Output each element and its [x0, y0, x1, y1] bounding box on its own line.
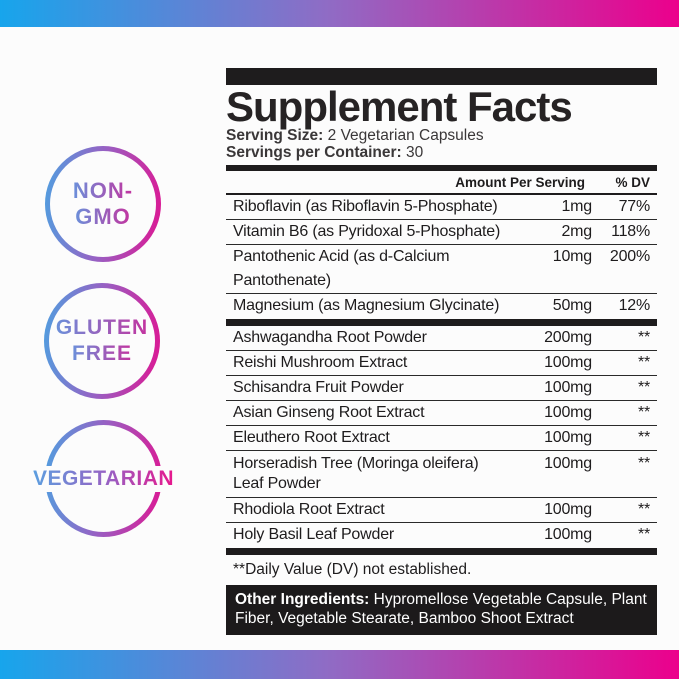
row-name: Ashwagandha Root Powder: [233, 329, 427, 346]
other-ingredients-label: Other Ingredients:: [235, 591, 370, 608]
table-row: Magnesium (as Magnesium Glycinate) 50mg …: [226, 294, 657, 319]
panel-title: Supplement Facts: [226, 83, 573, 130]
table-row: Eleuthero Root Extract 100mg **: [226, 426, 657, 451]
row-amount: 100mg: [544, 379, 592, 396]
table-row: Riboflavin (as Riboflavin 5-Phosphate) 1…: [226, 195, 657, 220]
gluten-free-label: GLUTEN FREE: [44, 283, 160, 399]
row-amount: 100mg: [544, 526, 592, 543]
row-amount: 100mg: [544, 429, 592, 446]
badge-ring: [44, 283, 160, 399]
row-dv: **: [637, 455, 650, 472]
daily-value-footnote: **Daily Value (DV) not established.: [233, 561, 472, 578]
percent-dv-header: % DV: [615, 175, 650, 190]
gluten-free-badge: GLUTEN FREE: [44, 283, 160, 399]
row-amount: 100mg: [544, 501, 592, 518]
row-dv: 118%: [611, 223, 650, 240]
section-divider: [226, 319, 657, 326]
row-dv: **: [637, 404, 650, 421]
table-row: Holy Basil Leaf Powder 100mg **: [226, 523, 657, 548]
row-name-line1: Horseradish Tree (Moringa oleifera): [233, 455, 479, 472]
amount-per-serving-header: Amount Per Serving: [455, 175, 585, 190]
row-amount: 200mg: [544, 329, 592, 346]
section-divider: [226, 165, 657, 171]
row-amount: 10mg: [552, 248, 592, 265]
row-dv: 12%: [618, 297, 651, 314]
row-name: Reishi Mushroom Extract: [233, 354, 408, 371]
row-name: Vitamin B6 (as Pyridoxal 5-Phosphate): [233, 223, 501, 240]
row-name-line2: Leaf Powder: [233, 475, 321, 492]
row-dv: **: [637, 526, 650, 543]
table-row: Vitamin B6 (as Pyridoxal 5-Phosphate) 2m…: [226, 220, 657, 245]
table-row: Schisandra Fruit Powder 100mg **: [226, 376, 657, 401]
row-dv: 77%: [618, 198, 651, 215]
row-dv: **: [637, 429, 650, 446]
table-row: Ashwagandha Root Powder 200mg **: [226, 326, 657, 351]
row-name: Magnesium (as Magnesium Glycinate): [233, 297, 500, 314]
serving-size: Serving Size: 2 Vegetarian Capsules: [226, 127, 657, 144]
section-divider: [226, 548, 657, 555]
supplement-facts-panel: Supplement Facts Serving Size: 2 Vegetar…: [226, 68, 657, 635]
row-name: Pantothenic Acid (as d-Calcium Pantothen…: [233, 248, 450, 289]
vitamins-section: Riboflavin (as Riboflavin 5-Phosphate) 1…: [226, 195, 657, 319]
top-gradient-bar: [0, 0, 679, 27]
badge-text-line: GLUTEN: [55, 316, 149, 339]
row-dv: **: [637, 354, 650, 371]
servings-value: 30: [401, 144, 424, 161]
servings-label: Servings per Container:: [226, 144, 402, 161]
vegetarian-badge: VEGETARIAN: [28, 420, 179, 537]
other-ingredients-text: Hypromellose Vegetable Capsule, Plant Fi…: [235, 591, 647, 627]
row-amount: 1mg: [561, 198, 592, 215]
non-gmo-badge: NON- GMO: [45, 146, 161, 262]
row-amount: 100mg: [544, 404, 592, 421]
serving-size-value: 2 Vegetarian Capsules: [323, 127, 484, 144]
row-dv: 200%: [609, 248, 650, 265]
bottom-gradient-bar: [0, 650, 679, 679]
row-dv: **: [637, 379, 650, 396]
badge-text-line: GMO: [75, 204, 131, 229]
table-row: Pantothenic Acid (as d-Calcium Pantothen…: [226, 245, 657, 294]
row-name: Schisandra Fruit Powder: [233, 379, 404, 396]
panel-top-bar: [226, 68, 657, 85]
non-gmo-label: NON- GMO: [45, 146, 161, 262]
badge-text-line: FREE: [71, 342, 132, 365]
table-row: Rhodiola Root Extract 100mg **: [226, 498, 657, 523]
table-row: Reishi Mushroom Extract 100mg **: [226, 351, 657, 376]
table-row: Horseradish Tree (Moringa oleifera) Leaf…: [226, 451, 657, 498]
row-amount: 2mg: [561, 223, 592, 240]
row-amount: 100mg: [544, 354, 592, 371]
row-amount: 50mg: [552, 297, 592, 314]
row-amount: 100mg: [544, 455, 592, 472]
badge-ring: [45, 146, 161, 262]
row-name: Horseradish Tree (Moringa oleifera) Leaf…: [233, 454, 502, 494]
servings-per-container: Servings per Container: 30: [226, 144, 657, 161]
table-row: Asian Ginseng Root Extract 100mg **: [226, 401, 657, 426]
row-name: Eleuthero Root Extract: [233, 429, 390, 446]
other-ingredients-box: Other Ingredients: Hypromellose Vegetabl…: [226, 585, 657, 635]
row-dv: **: [637, 501, 650, 518]
badge-text-line: NON-: [72, 178, 134, 203]
row-name: Holy Basil Leaf Powder: [233, 526, 395, 543]
serving-size-label: Serving Size:: [226, 127, 324, 144]
row-name: Asian Ginseng Root Extract: [233, 404, 425, 421]
vegetarian-label: VEGETARIAN: [28, 465, 179, 492]
badge-text-line: VEGETARIAN: [32, 466, 175, 490]
botanicals-section: Ashwagandha Root Powder 200mg ** Reishi …: [226, 326, 657, 548]
column-header-row: Amount Per Serving % DV: [226, 171, 657, 195]
row-dv: **: [637, 329, 650, 346]
row-name: Rhodiola Root Extract: [233, 501, 385, 518]
row-name: Riboflavin (as Riboflavin 5-Phosphate): [233, 198, 498, 215]
